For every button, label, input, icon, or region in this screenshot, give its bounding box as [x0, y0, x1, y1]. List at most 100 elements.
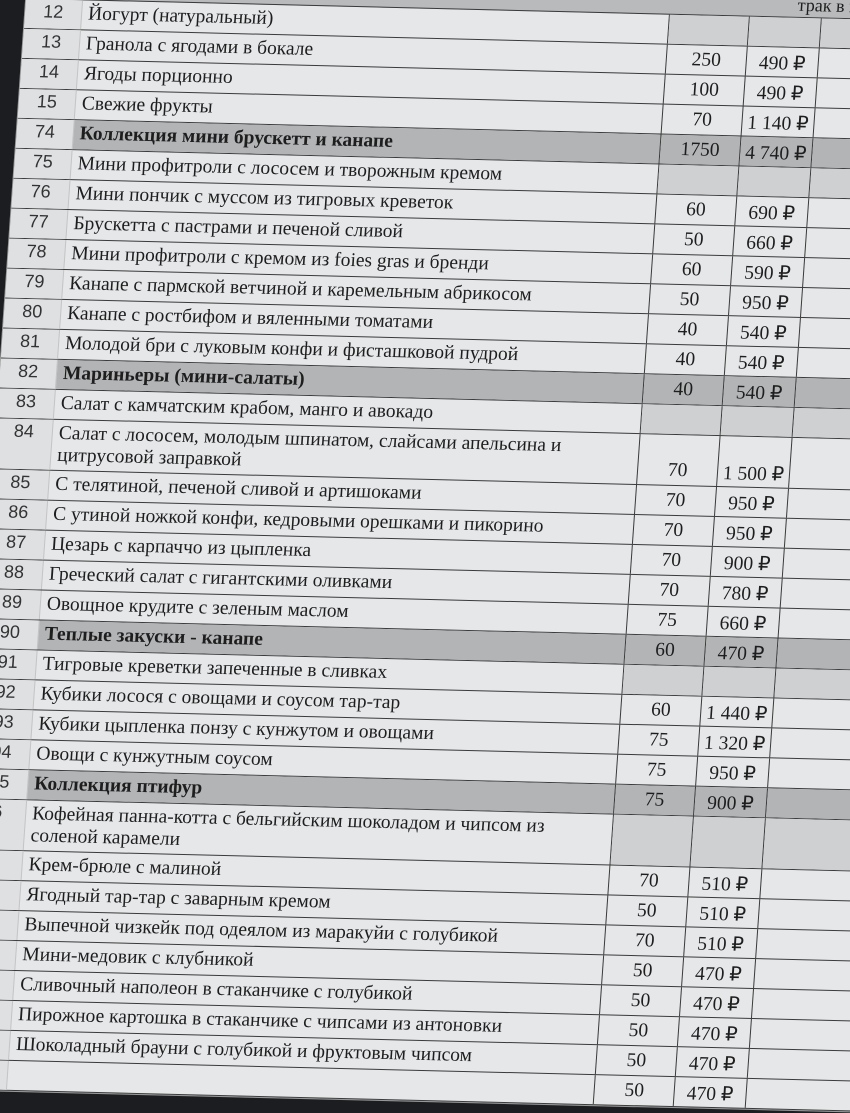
- row-number: 93: [0, 708, 34, 740]
- item-weight: 100: [663, 74, 746, 106]
- row-number: 14: [19, 58, 79, 90]
- row-number: 15: [17, 88, 77, 120]
- extra-cell: [794, 377, 850, 412]
- item-price: 470 ₽: [673, 1077, 748, 1108]
- extra-cell: [789, 438, 850, 492]
- item-price: 510 ₽: [684, 927, 759, 959]
- item-price: 590 ₽: [731, 256, 806, 288]
- extra-cell: [772, 698, 850, 731]
- item-price: 510 ₽: [688, 867, 763, 899]
- item-weight: 75: [618, 724, 701, 756]
- row-number: 13: [21, 28, 82, 60]
- row-number: 87: [0, 529, 47, 560]
- row-number: 95: [0, 768, 30, 800]
- extra-cell: [809, 168, 850, 202]
- item-price: 950 ₽: [714, 486, 789, 518]
- extra-cell: [758, 899, 850, 932]
- extra-cell: [750, 1019, 850, 1052]
- item-price: 470 ₽: [675, 1047, 750, 1078]
- item-price: 900 ₽: [710, 546, 785, 578]
- item-weight: 40: [644, 344, 727, 376]
- row-number: 82: [0, 358, 58, 389]
- item-weight: 70: [637, 434, 721, 486]
- item-price: 470 ₽: [680, 987, 755, 1019]
- extra-cell: [792, 407, 850, 442]
- item-weight: [622, 664, 705, 696]
- item-price: 470 ₽: [682, 957, 757, 989]
- item-weight: 70: [608, 865, 691, 897]
- item-price: 660 ₽: [733, 226, 808, 258]
- item-price: 4 740 ₽: [739, 136, 814, 168]
- item-weight: 50: [606, 895, 689, 927]
- row-number: 9: [0, 909, 20, 941]
- item-weight: 50: [593, 1075, 676, 1107]
- extra-cell: [783, 549, 850, 582]
- item-price: [737, 166, 812, 198]
- item-price: 540 ₽: [722, 376, 797, 407]
- row-number: 91: [0, 649, 38, 680]
- item-weight: 75: [626, 604, 709, 636]
- item-weight: 70: [635, 485, 718, 516]
- item-weight: 50: [653, 224, 736, 256]
- extra-cell: [818, 48, 850, 81]
- item-price: 950 ₽: [696, 756, 771, 788]
- row-number: 80: [3, 298, 63, 329]
- extra-cell: [811, 138, 850, 172]
- item-weight: 50: [597, 1015, 680, 1047]
- extra-cell: [756, 929, 850, 962]
- row-number: 8: [0, 879, 22, 911]
- item-weight: [610, 814, 694, 867]
- item-price: 470 ₽: [677, 1017, 752, 1048]
- item-price: 540 ₽: [724, 346, 799, 377]
- extra-cell: [770, 728, 850, 761]
- row-number: 12: [24, 0, 84, 30]
- row-number: 81: [1, 328, 61, 359]
- item-price: 490 ₽: [743, 76, 818, 108]
- row-number: 92: [0, 679, 36, 710]
- item-weight: 40: [642, 374, 725, 406]
- extra-cell: [797, 348, 850, 381]
- item-weight: 50: [595, 1045, 678, 1077]
- row-number: 89: [0, 589, 42, 620]
- row-number: 74: [15, 118, 75, 150]
- item-weight: 50: [600, 985, 683, 1017]
- row-number: 85: [0, 469, 51, 500]
- item-weight: 50: [649, 284, 732, 316]
- item-price: 660 ₽: [706, 606, 781, 638]
- extra-cell: [805, 228, 850, 261]
- row-number: 7: [0, 849, 24, 881]
- extra-cell: [748, 1049, 850, 1082]
- item-price: [747, 16, 822, 48]
- item-weight: 60: [620, 694, 703, 726]
- extra-cell: [799, 318, 850, 351]
- row-number: 84: [0, 418, 54, 470]
- extra-cell: [781, 579, 850, 612]
- item-price: 690 ₽: [735, 196, 810, 228]
- extra-cell: [787, 489, 850, 522]
- item-price: 470 ₽: [704, 636, 779, 668]
- item-weight: 60: [624, 634, 707, 666]
- item-weight: 75: [616, 754, 699, 786]
- row-number: 76: [11, 178, 71, 210]
- row-number: 77: [9, 208, 69, 240]
- extra-cell: [760, 869, 850, 902]
- item-weight: 70: [628, 574, 711, 606]
- item-price: 540 ₽: [726, 316, 801, 347]
- item-weight: 70: [604, 925, 687, 957]
- item-price: [720, 406, 795, 437]
- item-weight: 60: [655, 194, 738, 226]
- item-weight: 75: [614, 784, 697, 816]
- item-weight: [667, 14, 750, 46]
- item-weight: 70: [661, 104, 744, 136]
- row-number: 75: [13, 148, 73, 180]
- item-price: 1 320 ₽: [698, 726, 773, 758]
- item-weight: [657, 164, 740, 196]
- item-weight: 70: [630, 544, 713, 576]
- extra-cell: [774, 668, 850, 702]
- item-weight: 40: [646, 314, 729, 346]
- item-price: 1 140 ₽: [741, 106, 816, 138]
- item-price: [690, 816, 766, 869]
- row-number: 86: [0, 499, 49, 530]
